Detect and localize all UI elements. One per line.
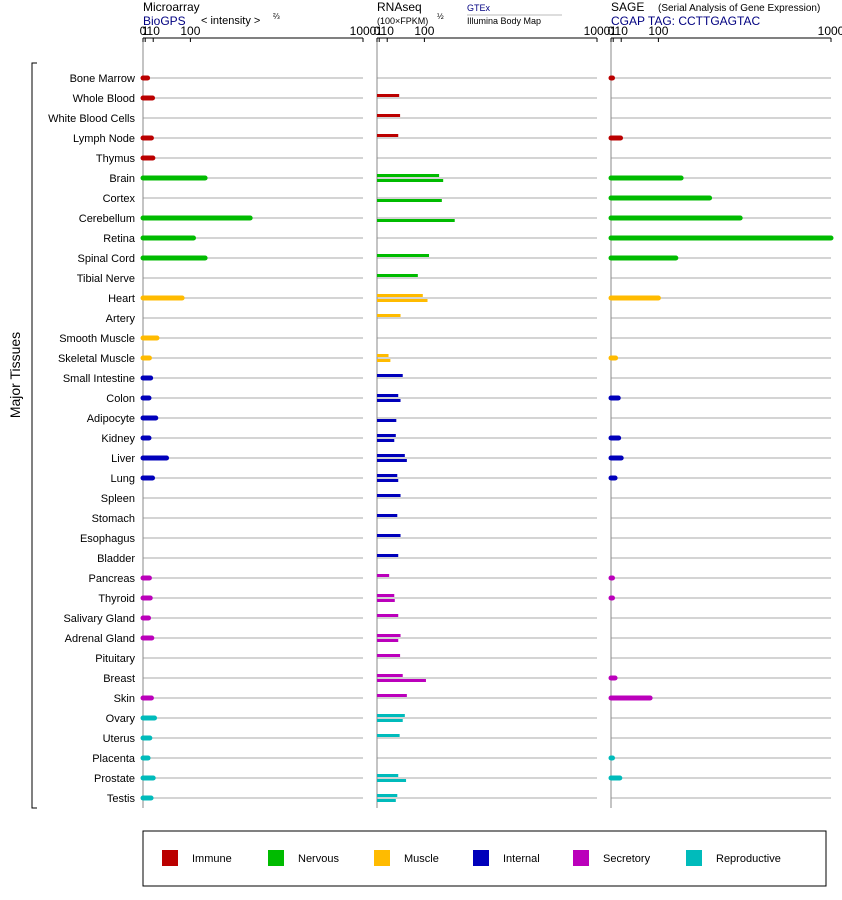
tissue-label: Prostate	[94, 773, 135, 785]
tissue-label: Esophagus	[80, 533, 136, 545]
tissue-label: Small Intestine	[63, 373, 135, 385]
x-tick-label: 100	[414, 24, 434, 38]
tissue-label: Adipocyte	[87, 413, 135, 425]
tissue-label: Spleen	[101, 493, 135, 505]
rnaseq-units-power: ½	[437, 12, 444, 21]
rnaseq-source-bodymap: Illumina Body Map	[467, 16, 541, 26]
tissue-label: Kidney	[101, 433, 135, 445]
tissue-label: Whole Blood	[73, 93, 135, 105]
sage-subtitle: (Serial Analysis of Gene Expression)	[658, 3, 820, 14]
tissue-label: Colon	[106, 393, 135, 405]
tissue-label: Cerebellum	[79, 213, 135, 225]
x-tick-label: 0	[374, 24, 381, 38]
x-tick-label: 1	[142, 24, 149, 38]
legend-swatch-secretory	[573, 850, 589, 866]
microarray-source: BioGPS	[143, 14, 186, 28]
tissue-label: Retina	[103, 233, 136, 245]
tissue-label: Heart	[108, 293, 135, 305]
sage-tag: CGAP TAG: CCTTGAGTAC	[611, 14, 760, 28]
tissue-label: Smooth Muscle	[59, 333, 135, 345]
tissue-bracket	[31, 62, 37, 809]
x-tick-label: 1000	[350, 24, 377, 38]
microarray-title: Microarray	[143, 0, 200, 14]
y-axis-label: Major Tissues	[7, 332, 23, 418]
x-tick-label: 0	[608, 24, 615, 38]
tissue-label: White Blood Cells	[48, 113, 135, 125]
tissue-label: Spinal Cord	[78, 253, 135, 265]
tissue-label: Ovary	[106, 713, 136, 725]
tissue-label: Tibial Nerve	[77, 273, 135, 285]
legend-label-reproductive: Reproductive	[716, 853, 781, 865]
tissue-label: Stomach	[92, 513, 135, 525]
microarray-units-power: ⅔	[273, 12, 280, 21]
legend: Immune Nervous Muscle Internal Secretory Repr…	[162, 850, 781, 866]
rnaseq-units: (100×FPKM)	[377, 16, 428, 26]
tissue-label: Lung	[111, 473, 135, 485]
legend-swatch-immune	[162, 850, 178, 866]
x-tick-label: 10	[615, 24, 629, 38]
tissue-label: Thymus	[96, 153, 136, 165]
tissue-label: Testis	[107, 793, 136, 805]
legend-label-secretory: Secretory	[603, 853, 651, 865]
tissue-label: Cortex	[103, 193, 136, 205]
tissue-label: Liver	[111, 453, 135, 465]
tissue-label: Breast	[103, 673, 135, 685]
x-tick-label: 10	[381, 24, 395, 38]
tissue-label: Salivary Gland	[63, 613, 135, 625]
legend-label-muscle: Muscle	[404, 853, 439, 865]
x-tick-label: 0	[140, 24, 147, 38]
rnaseq-title: RNAseq	[377, 0, 422, 14]
legend-swatch-nervous	[268, 850, 284, 866]
tissue-label: Pancreas	[89, 573, 136, 585]
x-tick-label: 1	[376, 24, 383, 38]
legend-swatch-internal	[473, 850, 489, 866]
x-tick-label: 1000	[584, 24, 611, 38]
rnaseq-source-gtex: GTEx	[467, 3, 491, 13]
legend-label-internal: Internal	[503, 853, 540, 865]
x-tick-label: 10	[147, 24, 161, 38]
tissue-label: Brain	[109, 173, 135, 185]
legend-label-immune: Immune	[192, 853, 232, 865]
tissue-label: Thyroid	[98, 593, 135, 605]
tissue-label: Bone Marrow	[70, 73, 135, 85]
tissue-labels: Bone Marrow Whole Blood White Blood Cells L…	[48, 73, 136, 805]
tissue-label: Lymph Node	[73, 133, 135, 145]
legend-swatch-reproductive	[686, 850, 702, 866]
x-tick-label: 100	[648, 24, 668, 38]
tissue-label: Pituitary	[95, 653, 135, 665]
x-tick-label: 1	[610, 24, 617, 38]
sage-title: SAGE	[611, 0, 644, 14]
legend-swatch-muscle	[374, 850, 390, 866]
tissue-label: Skeletal Muscle	[58, 353, 135, 365]
legend-label-nervous: Nervous	[298, 853, 339, 865]
tissue-label: Uterus	[103, 733, 136, 745]
tissue-label: Placenta	[92, 753, 136, 765]
tissue-label: Artery	[106, 313, 136, 325]
tissue-label: Skin	[114, 693, 135, 705]
tissue-label: Adrenal Gland	[65, 633, 135, 645]
microarray-units: < intensity >	[201, 15, 260, 27]
bars	[140, 75, 834, 802]
x-tick-label: 100	[180, 24, 200, 38]
x-tick-label: 1000	[818, 24, 842, 38]
gridlines	[142, 38, 831, 808]
tissue-label: Bladder	[97, 553, 135, 565]
